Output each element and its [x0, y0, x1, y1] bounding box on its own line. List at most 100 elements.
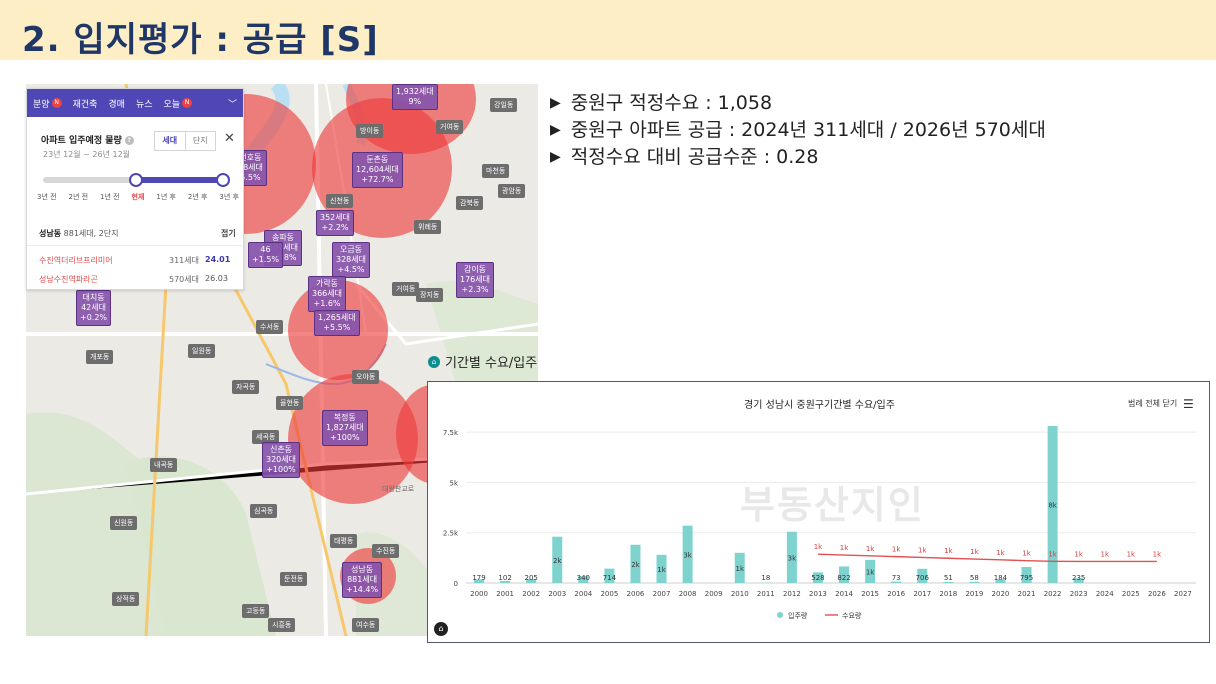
- slider-label[interactable]: 1년 전: [100, 193, 120, 201]
- complex-name[interactable]: 성남수진역파라곤: [39, 275, 98, 284]
- map-marker[interactable]: 오금동 328세대 +4.5%: [332, 242, 370, 278]
- map-label[interactable]: 수진동: [372, 544, 400, 558]
- map-label[interactable]: 자곡동: [232, 380, 260, 394]
- toggle-households[interactable]: 세대: [155, 132, 186, 150]
- bullet-list: ▶ 중원구 적정수요 : 1,058 ▶ 중원구 아파트 공급 : 2024년 31…: [550, 90, 1046, 171]
- bar: [734, 552, 745, 583]
- map-label[interactable]: 광암동: [498, 184, 526, 198]
- triangle-bullet-icon: ▶: [550, 122, 561, 138]
- slider-label[interactable]: 2년 전: [68, 193, 89, 201]
- nav-item-bunyang[interactable]: 분양 N: [33, 97, 62, 110]
- map-label[interactable]: 세곡동: [252, 430, 280, 444]
- map-label[interactable]: 율현동: [276, 396, 304, 410]
- bar-data-label: 3k: [788, 554, 797, 562]
- slider-label[interactable]: 3년 후: [219, 193, 239, 201]
- map-label[interactable]: 장지동: [416, 288, 444, 302]
- x-tick-label: 2004: [574, 590, 592, 598]
- map-label[interactable]: 거여동: [392, 282, 420, 296]
- toggle-complexes[interactable]: 단지: [192, 136, 208, 145]
- map-marker[interactable]: 46 +1.5%: [248, 242, 284, 268]
- bullet-item: ▶ 중원구 적정수요 : 1,058: [550, 90, 1046, 117]
- slider-handle-end[interactable]: [216, 173, 230, 187]
- map-label[interactable]: 태평동: [330, 534, 358, 548]
- map-label[interactable]: 신원동: [110, 516, 138, 530]
- map-label[interactable]: 심곡동: [250, 504, 278, 518]
- bar-data-label: 205: [524, 574, 537, 582]
- map-label[interactable]: 시흥동: [268, 618, 296, 632]
- x-tick-label: 2019: [965, 590, 983, 598]
- nav-item-reconstruction[interactable]: 재건축: [72, 99, 98, 110]
- slider-handle-start[interactable]: [129, 173, 143, 187]
- map-marker[interactable]: 둔촌동 12,604세대 +72.7%: [352, 152, 403, 188]
- slider-label-current[interactable]: 현재: [131, 193, 145, 201]
- x-tick-label: 2000: [470, 590, 488, 598]
- bar-data-label: 795: [1020, 574, 1033, 582]
- line-data-label: 1k: [866, 545, 875, 553]
- y-tick-label: 0: [454, 580, 458, 588]
- map-label[interactable]: 강일동: [490, 98, 518, 112]
- help-icon[interactable]: ?: [124, 136, 134, 145]
- bar: [578, 576, 589, 583]
- bar-data-label: 184: [994, 574, 1008, 582]
- slide-title: 2. 입지평가 : 공급 [S]: [22, 20, 379, 60]
- complex-name[interactable]: 수진역더리브프리미어: [39, 256, 113, 265]
- map-label[interactable]: 둔전동: [280, 572, 308, 586]
- map-label[interactable]: 수서동: [256, 320, 284, 334]
- map-label[interactable]: 상적동: [112, 592, 140, 606]
- legend-close-all-button[interactable]: 범례 전체 닫기: [1128, 399, 1178, 408]
- map-label[interactable]: 고등동: [242, 604, 270, 618]
- complex-date: 24.01: [205, 255, 231, 264]
- map-marker[interactable]: 1,265세대 +5.5%: [314, 310, 360, 336]
- nav-item-auction[interactable]: 경매: [108, 99, 125, 110]
- map-label[interactable]: 위례동: [414, 220, 442, 234]
- bar: [995, 579, 1006, 583]
- fold-button[interactable]: 접기: [221, 229, 236, 238]
- slider-label[interactable]: 2년 후: [187, 193, 208, 201]
- map-marker[interactable]: 352세대 +2.2%: [316, 210, 354, 236]
- bullet-item: ▶ 적정수요 대비 공급수준 : 0.28: [550, 144, 1046, 171]
- triangle-bullet-icon: ▶: [550, 95, 561, 111]
- x-tick-label: 2016: [887, 590, 905, 598]
- map-marker[interactable]: 성남동 881세대 +14.4%: [342, 562, 383, 598]
- map-marker[interactable]: 대치동 42세대 +0.2%: [76, 290, 112, 326]
- map-label[interactable]: 거여동: [436, 120, 464, 134]
- demand-series-line: [817, 553, 1157, 563]
- nav-item-today[interactable]: 오늘 N: [164, 97, 193, 110]
- map-label[interactable]: 개포동: [86, 350, 114, 364]
- bar-data-label: 51: [944, 574, 953, 582]
- x-tick-label: 2013: [809, 590, 827, 598]
- line-data-label: 1k: [1127, 550, 1136, 558]
- map-view[interactable]: 오야동 세곡동 심곡동 둔전동 고등동 시흥동 여수동 태평동 수진동 수서동 …: [26, 84, 538, 636]
- bar-data-label: 102: [498, 574, 511, 582]
- slider-label[interactable]: 3년 전: [37, 193, 57, 201]
- slider-label[interactable]: 1년 후: [156, 193, 176, 201]
- logo-icon[interactable]: ⌂: [434, 622, 448, 636]
- new-badge: N: [182, 98, 193, 108]
- nav-item-news[interactable]: 뉴스: [135, 99, 153, 110]
- map-label[interactable]: 오야동: [352, 370, 380, 384]
- map-label[interactable]: 여수동: [352, 618, 380, 632]
- map-label[interactable]: 감북동: [456, 196, 484, 210]
- map-marker[interactable]: 복정동 1,827세대 +100%: [322, 410, 368, 446]
- close-icon[interactable]: ✕: [224, 131, 235, 146]
- x-tick-label: 2023: [1070, 590, 1088, 598]
- map-marker[interactable]: 신촌동 320세대 +100%: [262, 442, 300, 478]
- map-label[interactable]: 신천동: [326, 194, 354, 208]
- map-marker[interactable]: 1,932세대 9%: [392, 84, 438, 110]
- hamburger-menu-icon[interactable]: ☰: [1183, 397, 1194, 411]
- panel-period: 23년 12월 ~ 26년 12월: [43, 150, 131, 159]
- supply-panel: 분양 N 재건축 경매 뉴스 오늘 N ﹀ 아파트 입주예정 물량? 23년 12월…: [26, 88, 244, 290]
- x-tick-label: 2022: [1044, 590, 1062, 598]
- map-label[interactable]: 일원동: [188, 344, 216, 358]
- chart-container: 경기 성남시 중원구기간별 수요/입주 범례 전체 닫기 ☰ 부동산지인 0 2.…: [427, 381, 1210, 643]
- bar-data-label: 2k: [631, 561, 640, 569]
- chevron-down-icon[interactable]: ﹀: [227, 99, 237, 110]
- legend-marker-supply: [777, 612, 783, 618]
- map-label[interactable]: 마천동: [482, 164, 510, 178]
- map-label[interactable]: 방이동: [356, 124, 384, 138]
- y-tick-label: 7.5k: [443, 429, 459, 437]
- map-marker[interactable]: 감이동 176세대 +2.3%: [456, 262, 494, 298]
- map-marker[interactable]: 가락동 366세대 +1.6%: [308, 276, 346, 312]
- map-label[interactable]: 내곡동: [150, 458, 178, 472]
- home-icon: ⌂: [428, 355, 440, 368]
